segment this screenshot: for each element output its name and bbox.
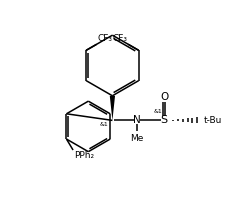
- Text: N: N: [133, 115, 141, 125]
- Polygon shape: [110, 96, 115, 120]
- Text: Me: Me: [130, 134, 144, 143]
- Text: S: S: [160, 115, 168, 125]
- Text: O: O: [160, 92, 168, 102]
- Text: CF₃: CF₃: [98, 34, 113, 43]
- Text: &1: &1: [100, 122, 109, 127]
- Text: PPh₂: PPh₂: [74, 151, 94, 160]
- Text: CF₃: CF₃: [112, 34, 127, 43]
- Text: t-Bu: t-Bu: [203, 116, 222, 125]
- Text: &1: &1: [154, 109, 162, 114]
